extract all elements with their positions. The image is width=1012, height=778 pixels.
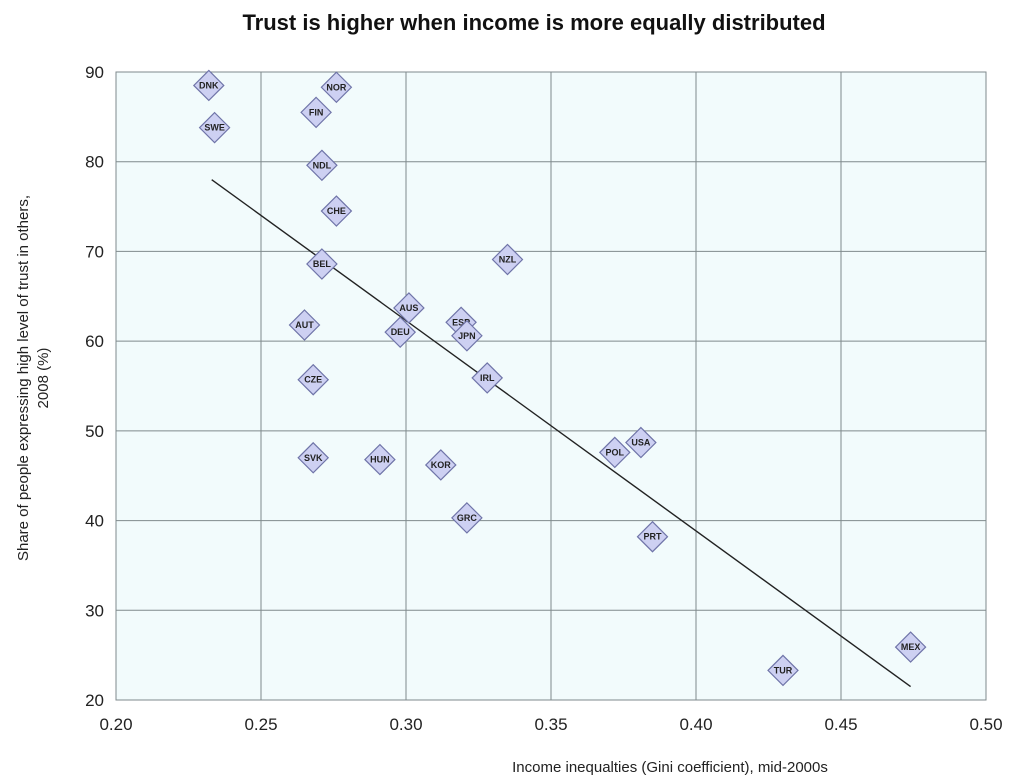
diamond-marker xyxy=(393,292,425,324)
diamond-marker xyxy=(198,111,231,144)
point-label: NOR xyxy=(326,82,347,92)
point-label: KOR xyxy=(431,460,452,470)
data-point-pol: POL xyxy=(598,436,631,469)
point-label: ESP xyxy=(452,317,470,327)
x-tick-label: 0.25 xyxy=(244,715,277,734)
y-axis-ticks: 20 30 40 50 60 70 80 90 xyxy=(85,63,104,710)
point-label: BEL xyxy=(313,259,332,269)
x-axis-ticks: 0.20 0.25 0.30 0.35 0.40 0.45 0.50 xyxy=(99,715,1002,734)
point-label: FIN xyxy=(309,107,324,117)
data-point-kor: KOR xyxy=(424,449,457,481)
y-axis-label-line-1: Share of people expressing high level of… xyxy=(15,195,32,561)
data-point-cze: CZE xyxy=(297,363,330,396)
y-tick-label: 90 xyxy=(85,63,104,82)
diamond-marker xyxy=(767,654,799,687)
data-point-ndl: NDL xyxy=(306,149,338,182)
x-axis-label: Income inequalties (Gini coefficient), m… xyxy=(512,759,828,776)
point-label: AUS xyxy=(399,303,418,313)
chart-title: Trust is higher when income is more equa… xyxy=(242,10,825,35)
point-label: GRC xyxy=(457,513,478,523)
point-label: AUT xyxy=(295,320,314,330)
diamond-marker xyxy=(598,436,631,469)
point-label: CZE xyxy=(304,375,322,385)
gridlines xyxy=(115,71,987,701)
data-point-bel: BEL xyxy=(306,248,338,280)
data-point-grc: GRC xyxy=(451,502,483,534)
diamond-marker xyxy=(451,502,483,534)
x-tick-label: 0.40 xyxy=(679,715,712,734)
diamond-marker xyxy=(625,426,657,459)
x-tick-label: 0.45 xyxy=(824,715,857,734)
x-tick-label: 0.30 xyxy=(389,715,422,734)
y-tick-label: 80 xyxy=(85,153,104,172)
data-points: DNK SWE NOR FIN NDL CHE BEL NZL AUS AUT DEU ESP JPN C… xyxy=(192,69,927,687)
point-label: SVK xyxy=(304,453,323,463)
point-label: MEX xyxy=(901,642,921,652)
data-point-nzl: NZL xyxy=(491,243,524,276)
diamond-marker xyxy=(320,195,353,227)
diamond-marker xyxy=(636,520,669,553)
diamond-marker xyxy=(894,631,927,663)
point-label: NDL xyxy=(313,160,332,170)
point-label: CHE xyxy=(327,206,346,216)
diamond-marker xyxy=(451,319,483,352)
data-point-mex: MEX xyxy=(894,631,927,663)
data-point-irl: IRL xyxy=(471,362,504,394)
diamond-marker xyxy=(288,309,321,341)
y-tick-label: 30 xyxy=(85,601,104,620)
y-axis-label-line-2: 2008 (%) xyxy=(35,348,52,409)
y-tick-label: 60 xyxy=(85,332,104,351)
diamond-marker xyxy=(297,363,330,396)
point-label: HUN xyxy=(370,455,390,465)
point-label: TUR xyxy=(774,665,793,675)
point-label: NZL xyxy=(499,255,517,265)
y-tick-label: 40 xyxy=(85,512,104,531)
data-point-usa: USA xyxy=(625,426,657,459)
diamond-marker xyxy=(471,362,504,394)
diamond-marker xyxy=(306,248,338,280)
data-point-deu: DEU xyxy=(384,316,417,349)
x-tick-label: 0.35 xyxy=(534,715,567,734)
point-label: PRT xyxy=(644,532,663,542)
point-label: SWE xyxy=(204,123,225,133)
point-label: USA xyxy=(631,438,651,448)
y-tick-label: 20 xyxy=(85,691,104,710)
data-point-prt: PRT xyxy=(636,520,669,553)
diamond-marker xyxy=(192,69,225,102)
diamond-marker xyxy=(424,449,457,481)
diamond-marker xyxy=(300,96,332,129)
data-point-fin: FIN xyxy=(300,96,332,129)
point-label: IRL xyxy=(480,373,495,383)
data-point-svk: SVK xyxy=(297,441,330,474)
x-tick-label: 0.20 xyxy=(99,715,132,734)
data-point-nor: NOR xyxy=(320,71,353,104)
data-point-hun: HUN xyxy=(364,443,396,476)
point-label: POL xyxy=(606,447,625,457)
point-label: DNK xyxy=(199,80,219,90)
diamond-marker xyxy=(491,243,524,276)
diamond-marker xyxy=(364,443,396,476)
diamond-marker xyxy=(297,441,330,474)
point-label: DEU xyxy=(391,327,410,337)
y-tick-label: 70 xyxy=(85,242,104,261)
data-point-aut: AUT xyxy=(288,309,321,341)
diamond-marker xyxy=(306,149,338,182)
data-point-dnk: DNK xyxy=(192,69,225,102)
diamond-marker xyxy=(320,71,353,104)
data-point-swe: SWE xyxy=(198,111,231,144)
data-point-tur: TUR xyxy=(767,654,799,687)
data-point-jpn: JPN xyxy=(451,319,483,352)
data-point-aus: AUS xyxy=(393,292,425,324)
x-tick-label: 0.50 xyxy=(969,715,1002,734)
point-label: JPN xyxy=(458,331,476,341)
diamond-marker xyxy=(384,316,417,349)
y-tick-label: 50 xyxy=(85,422,104,441)
data-point-che: CHE xyxy=(320,195,353,227)
